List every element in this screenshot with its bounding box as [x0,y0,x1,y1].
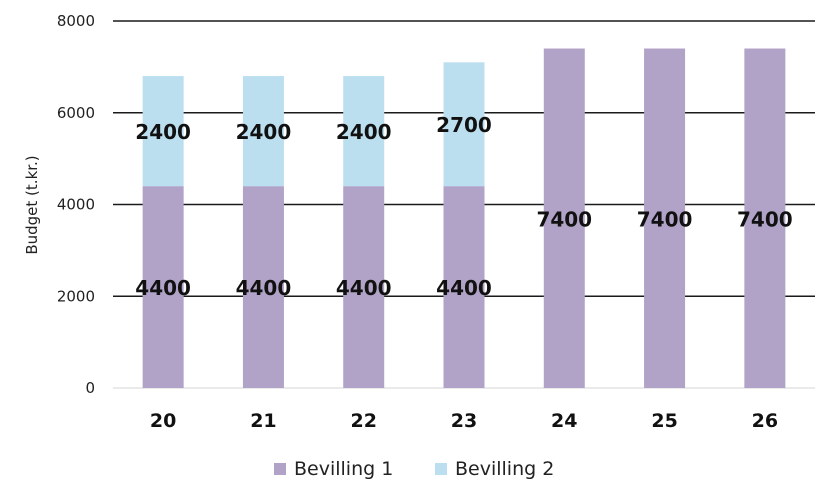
x-tick-label: 24 [551,410,577,432]
data-label: 2700 [436,113,492,137]
bar-bevilling-1-25 [644,48,686,389]
bar-bevilling-1-26 [744,48,786,389]
bar-bevilling-2-23 [443,62,485,187]
data-label: 4400 [135,276,191,300]
data-label: 7400 [637,207,693,231]
x-tick-label: 26 [752,410,778,432]
legend-swatch [435,463,447,475]
bar-bevilling-2-21 [242,76,284,187]
data-label: 7400 [737,207,793,231]
data-label: 4400 [336,276,392,300]
x-tick-label: 20 [150,410,176,432]
bars [142,48,786,389]
data-label: 7400 [536,207,592,231]
data-label: 2400 [135,120,191,144]
legend-label: Bevilling 1 [294,458,393,480]
x-axis-ticks: 20 21 22 23 24 25 26 [150,410,778,432]
x-tick-label: 21 [250,410,276,432]
data-label: 2400 [236,120,292,144]
data-labels: 4400 2400 4400 2400 4400 2400 4400 2700 7400 7400… [135,113,792,300]
bar-bevilling-2-22 [343,76,385,187]
bar-bevilling-1-21 [242,186,284,388]
legend-label: Bevilling 2 [455,458,554,480]
y-tick-label: 0 [85,379,95,397]
bar-bevilling-1-23 [443,186,485,388]
y-tick-label: 4000 [57,196,95,214]
y-tick-label: 2000 [57,287,95,305]
x-tick-label: 25 [651,410,677,432]
bar-bevilling-1-22 [343,186,385,388]
legend: Bevilling 1 Bevilling 2 [274,458,554,480]
bar-bevilling-1-20 [142,186,184,388]
data-label: 2400 [336,120,392,144]
y-axis-label: Budget (t.kr.) [23,155,41,254]
data-label: 4400 [436,276,492,300]
x-tick-label: 22 [350,410,376,432]
legend-swatch [274,463,286,475]
bar-bevilling-1-24 [543,48,585,389]
y-tick-label: 8000 [57,12,95,30]
x-tick-label: 23 [451,410,477,432]
y-tick-label: 6000 [57,104,95,122]
y-axis-ticks: 0 2000 4000 6000 8000 [57,12,95,397]
bar-bevilling-2-20 [142,76,184,187]
data-label: 4400 [236,276,292,300]
